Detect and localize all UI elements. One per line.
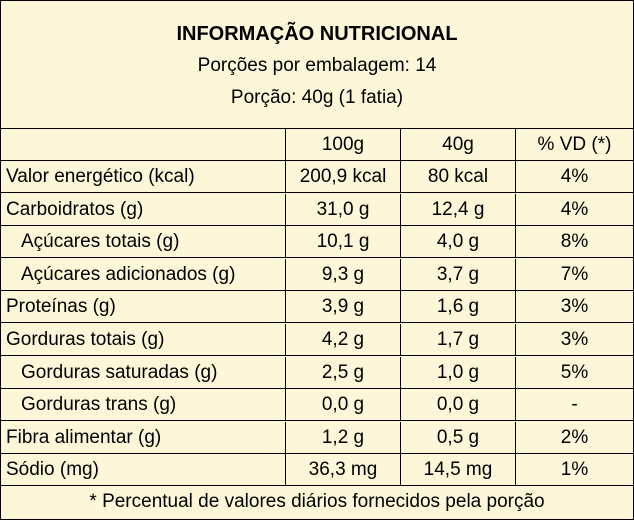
value-per-100g: 9,3 g	[286, 259, 401, 290]
nutrient-name: Valor energético (kcal)	[1, 161, 286, 192]
value-per-100g: 0,0 g	[286, 389, 401, 420]
value-per-serving: 12,4 g	[401, 194, 516, 225]
daily-value-percent: 3%	[560, 296, 589, 317]
column-header-row: 100g 40g % VD (*)	[1, 129, 633, 161]
nutrient-name: Açúcares totais (g)	[1, 226, 286, 257]
table-row: Proteínas (g) 3,9 g 1,6 g 3%	[1, 291, 633, 323]
value-per-serving: 1,6 g	[401, 291, 516, 322]
daily-value-percent: -	[571, 394, 578, 415]
value-per-100g: 3,9 g	[286, 291, 401, 322]
value-per-100g: 2,5 g	[286, 357, 401, 388]
daily-value-percent: 4%	[560, 199, 589, 220]
value-per-serving: 14,5 mg	[401, 454, 516, 485]
value-per-serving: 0,5 g	[401, 422, 516, 453]
daily-value-percent: 1%	[560, 459, 589, 480]
value-per-100g: 4,2 g	[286, 324, 401, 355]
table-row: Sódio (mg) 36,3 mg 14,5 mg 1%	[1, 454, 633, 486]
daily-value-percent: 8%	[560, 231, 589, 252]
label-title: INFORMAÇÃO NUTRICIONAL	[176, 23, 458, 45]
footnote: * Percentual de valores diários fornecid…	[89, 491, 545, 512]
nutrient-name: Açúcares adicionados (g)	[1, 259, 286, 290]
nutrient-name: Gorduras saturadas (g)	[1, 357, 286, 388]
table-row: Gorduras totais (g) 4,2 g 1,7 g 3%	[1, 324, 633, 356]
servings-per-package: Porções por embalagem: 14	[197, 55, 437, 76]
table-row: Açúcares adicionados (g) 9,3 g 3,7 g 7%	[1, 259, 633, 291]
value-per-100g: 10,1 g	[286, 226, 401, 257]
table-row: Gorduras trans (g) 0,0 g 0,0 g-	[1, 389, 633, 421]
daily-value-percent: 2%	[560, 427, 589, 448]
column-header-40g: 40g	[401, 129, 516, 160]
nutrient-name: Proteínas (g)	[1, 291, 286, 322]
daily-value-percent: 4%	[560, 166, 589, 187]
nutrient-name: Carboidratos (g)	[1, 194, 286, 225]
nutrient-name: Sódio (mg)	[1, 454, 286, 485]
daily-value-percent: 3%	[560, 329, 589, 350]
value-per-100g: 31,0 g	[286, 194, 401, 225]
value-per-serving: 3,7 g	[401, 259, 516, 290]
column-header-100g: 100g	[286, 129, 401, 160]
value-per-100g: 36,3 mg	[286, 454, 401, 485]
value-per-serving: 4,0 g	[401, 226, 516, 257]
table-row: Valor energético (kcal) 200,9 kcal 80 kcal…	[1, 161, 633, 193]
label-header: INFORMAÇÃO NUTRICIONAL Porções por embal…	[1, 1, 633, 129]
daily-value-percent: 7%	[560, 264, 589, 285]
value-per-serving: 80 kcal	[401, 161, 516, 192]
nutrient-name: Fibra alimentar (g)	[1, 422, 286, 453]
table-row: Carboidratos (g) 31,0 g 12,4 g 4%	[1, 194, 633, 226]
column-header-nutrient	[1, 129, 286, 160]
value-per-100g: 1,2 g	[286, 422, 401, 453]
value-per-100g: 200,9 kcal	[286, 161, 401, 192]
nutrient-name: Gorduras trans (g)	[1, 389, 286, 420]
nutrient-name: Gorduras totais (g)	[1, 324, 286, 355]
value-per-serving: 0,0 g	[401, 389, 516, 420]
value-per-serving: 1,0 g	[401, 357, 516, 388]
table-row: Açúcares totais (g) 10,1 g 4,0 g 8%	[1, 226, 633, 258]
table-row: Gorduras saturadas (g) 2,5 g 1,0 g 5%	[1, 357, 633, 389]
daily-value-percent: 5%	[560, 362, 589, 383]
serving-size: Porção: 40g (1 fatia)	[230, 87, 404, 108]
value-per-serving: 1,7 g	[401, 324, 516, 355]
column-header-dv: % VD (*)	[537, 134, 612, 155]
table-row: Fibra alimentar (g) 1,2 g 0,5 g 2%	[1, 422, 633, 454]
